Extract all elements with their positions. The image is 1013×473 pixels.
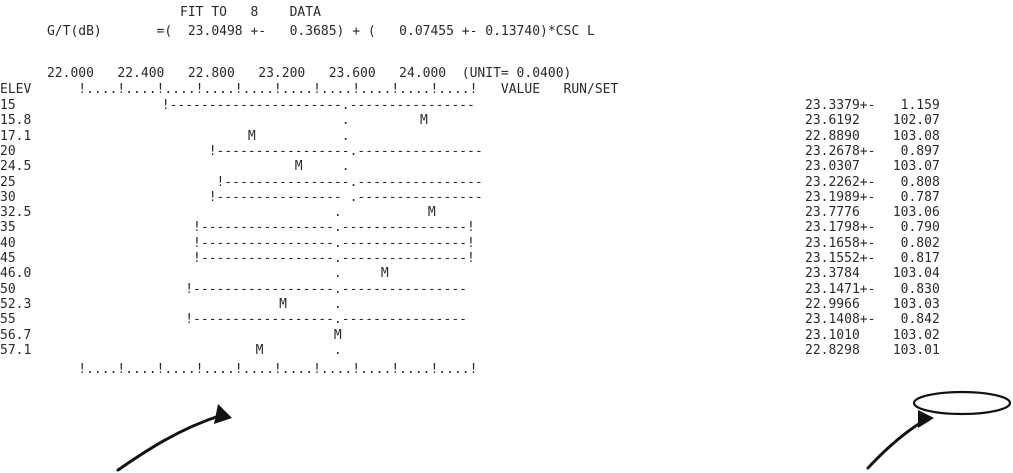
plot-cell: M . xyxy=(60,159,475,175)
plot-cell: M . xyxy=(60,342,467,358)
value-cell: 23.2678+- xyxy=(805,143,876,159)
run-set-cell: 0.830 xyxy=(885,281,940,297)
run-set-cell: 103.07 xyxy=(885,159,940,175)
elev-cell: 55 xyxy=(0,312,16,328)
value-cell: 23.6192 xyxy=(805,113,860,129)
axis-values-line: 22.000 22.400 22.800 23.200 23.600 24.00… xyxy=(0,66,572,81)
run-set-cell: 0.897 xyxy=(885,143,940,159)
axis-tick-footer-line: !....!....!....!....!....!....!....!....… xyxy=(0,362,478,378)
run-set-cell: 0.802 xyxy=(885,235,940,251)
plot-cell: !---------------- .---------------- xyxy=(60,189,483,205)
elev-cell: 32.5 xyxy=(0,205,32,221)
value-cell: 23.1552+- xyxy=(805,251,876,266)
elev-cell: 45 xyxy=(0,251,16,266)
run-set-cell: 102.07 xyxy=(885,113,940,129)
elev-cell: 52.3 xyxy=(0,296,32,312)
plot-cell: . M xyxy=(60,205,483,221)
run-set-cell: 103.04 xyxy=(885,266,940,282)
plot-cell: M . xyxy=(60,296,467,312)
elev-cell: 57.1 xyxy=(0,342,32,358)
plot-cell: !----------------.---------------- xyxy=(60,174,483,190)
run-set-cell: 0.808 xyxy=(885,174,940,190)
run-set-cell: 103.01 xyxy=(885,342,940,358)
fit-equation-line: G/T(dB) =( 23.0498 +- 0.3685) + ( 0.0745… xyxy=(0,24,595,39)
value-cell: 22.9966 xyxy=(805,296,860,312)
plot-cell: !-----------------.---------------- xyxy=(60,143,483,159)
value-cell: 23.1658+- xyxy=(805,235,876,251)
left-arrow-head-icon xyxy=(214,404,232,424)
right-arrow-head-icon xyxy=(918,410,934,428)
value-cell: 23.3379+- xyxy=(805,98,876,113)
elev-cell: 40 xyxy=(0,235,16,251)
axis-tick-header-line: ELEV !....!....!....!....!....!....!....… xyxy=(0,82,619,97)
elev-cell: 15 xyxy=(0,98,16,113)
right-arrow-stroke xyxy=(866,418,927,470)
value-cell: 23.1010 xyxy=(805,327,860,343)
value-cell: 23.2262+- xyxy=(805,174,876,190)
plot-cell: !------------------.---------------- xyxy=(60,281,467,297)
plot-cell: !-----------------.----------------! xyxy=(60,220,475,236)
value-cell: 23.1798+- xyxy=(805,220,876,236)
plot-cell: . M xyxy=(60,113,475,129)
run-set-cell: 103.02 xyxy=(885,327,940,343)
run-set-cell: 0.787 xyxy=(885,189,940,205)
elev-cell: 30 xyxy=(0,189,16,205)
run-set-cell: 0.790 xyxy=(885,220,940,236)
value-cell: 23.0307 xyxy=(805,159,860,175)
elev-cell: 24.5 xyxy=(0,159,32,175)
elev-cell: 17.1 xyxy=(0,128,32,144)
plot-cell: M xyxy=(60,327,467,343)
value-cell: 23.1989+- xyxy=(805,189,876,205)
plot-cell: !-----------------.----------------! xyxy=(60,235,475,251)
elev-cell: 20 xyxy=(0,143,16,159)
plot-cell: !----------------------.---------------- xyxy=(60,98,475,113)
circle-annotation xyxy=(912,390,1012,416)
fit-title-line: FIT TO 8 DATA xyxy=(0,5,321,20)
elev-cell: 50 xyxy=(0,281,16,297)
elev-cell: 35 xyxy=(0,220,16,236)
plot-cell: !-----------------.----------------! xyxy=(60,251,475,266)
run-set-cell: 103.08 xyxy=(885,128,940,144)
elev-cell: 46.0 xyxy=(0,266,32,282)
left-arrow-stroke xyxy=(116,413,224,472)
elev-cell: 25 xyxy=(0,174,16,190)
elev-cell: 56.7 xyxy=(0,327,32,343)
value-cell: 23.1471+- xyxy=(805,281,876,297)
value-cell: 23.3784 xyxy=(805,266,860,282)
run-set-cell: 103.03 xyxy=(885,296,940,312)
run-set-cell: 0.817 xyxy=(885,251,940,266)
run-set-cell: 0.842 xyxy=(885,312,940,328)
value-cell: 23.7776 xyxy=(805,205,860,221)
value-cell: 22.8298 xyxy=(805,342,860,358)
plot-cell: . M xyxy=(60,266,483,282)
value-cell: 23.1408+- xyxy=(805,312,876,328)
plot-cell: M . xyxy=(60,128,475,144)
value-cell: 22.8890 xyxy=(805,128,860,144)
run-set-cell: 1.159 xyxy=(885,98,940,113)
plot-cell: !------------------.---------------- xyxy=(60,312,467,328)
elev-cell: 15.8 xyxy=(0,113,32,129)
run-set-cell: 103.06 xyxy=(885,205,940,221)
